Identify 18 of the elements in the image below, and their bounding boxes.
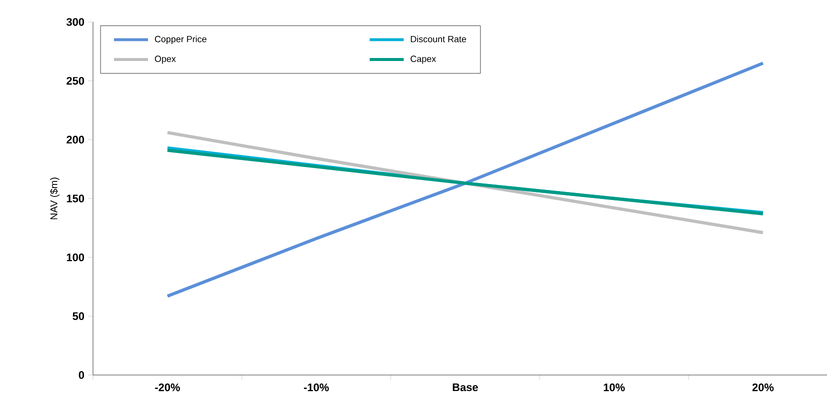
y-tick-label: 300 [66,18,84,26]
legend-label: Opex [154,56,176,64]
x-tick-label: Base [452,384,478,392]
x-tick-label: -20% [155,384,180,392]
line-series [166,131,765,234]
x-tick-label: 10% [604,384,625,392]
x-tick-label: -10% [304,384,329,392]
y-tick-label: 50 [72,312,84,320]
y-tick-label: 0 [78,371,84,379]
x-tick-label: 20% [752,384,774,392]
y-axis-title: NAV ($m) [50,178,60,220]
y-tick-label: 250 [66,76,84,85]
legend-label: Discount Rate [410,36,466,42]
y-tick-label: 100 [66,253,84,262]
y-tick-label: 200 [66,136,84,144]
legend-label: Capex [410,56,436,64]
y-tick-label: 150 [66,194,84,202]
legend-label: Copper Price [154,36,206,44]
